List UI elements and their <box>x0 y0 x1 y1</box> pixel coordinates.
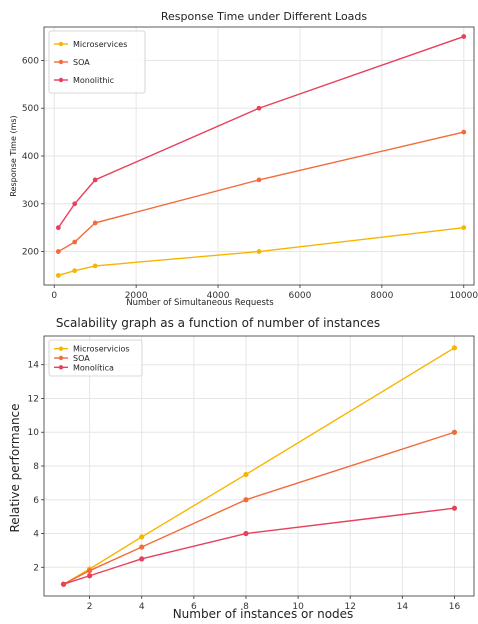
y-tick-label: 500 <box>22 104 39 114</box>
data-point <box>72 268 78 274</box>
series-line-3 <box>63 507 455 585</box>
data-point <box>243 530 249 537</box>
data-point <box>256 177 262 183</box>
y-tick-label: 10 <box>28 428 40 438</box>
data-point <box>461 129 467 135</box>
x-axis-label: Number of instances or nodes <box>173 607 354 621</box>
legend-marker <box>58 365 64 370</box>
y-tick-label: 14 <box>28 361 40 371</box>
chart-title: Response Time under Different Loads <box>161 10 368 23</box>
x-axis-label: Number of Simultaneous Requests <box>126 298 274 308</box>
x-tick-label: 16 <box>449 602 461 612</box>
legend-label: Microservices <box>73 40 127 49</box>
data-point <box>72 201 78 207</box>
legend-marker <box>58 77 64 83</box>
x-tick-label: 8 <box>243 602 249 612</box>
data-point <box>256 249 262 254</box>
data-point <box>243 497 249 503</box>
x-tick-label: 2 <box>87 602 93 612</box>
data-point <box>55 273 61 278</box>
legend-label: Monolítica <box>73 363 114 372</box>
legend: Microservices SOA Monolithic <box>48 30 146 94</box>
x-tick-label: 10 <box>292 602 304 612</box>
data-point <box>60 581 67 587</box>
legend-marker <box>58 346 64 351</box>
legend-box <box>48 339 143 377</box>
y-tick-label: 600 <box>22 56 39 66</box>
y-axis-label: Response Time (ms) <box>9 115 18 196</box>
data-point <box>72 239 78 245</box>
data-point <box>451 345 458 351</box>
series-line-2 <box>63 431 455 585</box>
x-tick-label: 14 <box>397 602 409 612</box>
y-tick-label: 2 <box>33 563 39 573</box>
y-tick-label: 8 <box>33 462 39 472</box>
y-axis-label: Relative performance <box>8 403 22 532</box>
data-point <box>139 534 145 540</box>
x-tick-label: 4000 <box>207 291 230 301</box>
legend-label: Microservicios <box>73 345 130 354</box>
data-point <box>92 263 98 269</box>
data-point <box>55 225 61 231</box>
x-tick-label: 8000 <box>370 291 393 301</box>
chart-1: 0 2000 4000 6000 8000 10000 200 300 400 500 600 Res… <box>9 10 478 308</box>
x-tick-label: 4 <box>139 602 145 612</box>
legend-marker <box>58 41 64 47</box>
data-point <box>243 471 249 478</box>
data-point <box>55 249 61 254</box>
data-point <box>87 573 93 579</box>
x-tick-label: 0 <box>51 291 57 301</box>
series-line-2 <box>57 131 464 253</box>
data-point <box>139 556 145 562</box>
x-tick-label: 2000 <box>125 291 148 301</box>
legend-marker <box>58 59 64 65</box>
data-point <box>92 177 98 183</box>
y-tick-label: 200 <box>22 248 39 258</box>
legend-label: Monolithic <box>73 76 114 85</box>
x-tick-label: 12 <box>344 602 355 612</box>
y-tick-label: 4 <box>33 530 39 540</box>
chart-2: 2 4 6 8 10 12 14 16 2 4 6 8 10 12 14 Scalability graph … <box>8 316 475 621</box>
legend-label: SOA <box>73 354 90 363</box>
legend-box <box>48 30 146 94</box>
data-point <box>92 220 98 226</box>
y-tick-label: 12 <box>28 394 39 404</box>
data-point <box>451 429 458 435</box>
y-tick-label: 400 <box>22 152 39 162</box>
y-tick-label: 300 <box>22 200 39 210</box>
x-tick-label: 10000 <box>449 291 478 301</box>
y-tick-label: 6 <box>33 496 39 506</box>
x-tick-label: 6000 <box>288 291 311 301</box>
data-point <box>256 105 262 111</box>
x-tick-label: 6 <box>191 602 197 612</box>
data-point <box>451 505 458 511</box>
data-point <box>87 568 93 574</box>
legend-label: SOA <box>73 58 90 67</box>
legend-marker <box>58 355 64 361</box>
data-point <box>461 225 467 231</box>
chart-title: Scalability graph as a function of numbe… <box>56 316 380 330</box>
data-point <box>139 544 145 550</box>
data-point <box>461 34 467 39</box>
